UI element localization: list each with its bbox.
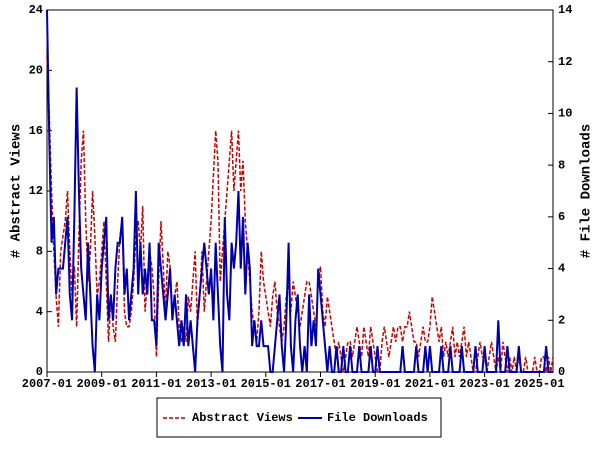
x-tick-label: 2013-01 — [186, 377, 236, 391]
x-tick-label: 2011-01 — [131, 377, 181, 391]
y-tick-label: 24 — [29, 3, 43, 17]
y2-tick-label: 4 — [558, 262, 565, 276]
series-line — [46, 9, 553, 373]
x-tick-label: 2023-01 — [459, 377, 509, 391]
legend-label: File Downloads — [327, 411, 428, 425]
x-tick-label: 2021-01 — [405, 377, 455, 391]
x-tick-label: 2017-01 — [295, 377, 345, 391]
y2-tick-label: 8 — [558, 158, 565, 172]
y-tick-label: 16 — [29, 124, 43, 138]
x-tick-label: 2025-01 — [514, 377, 564, 391]
x-tick-label: 2007-01 — [22, 377, 72, 391]
y2-tick-label: 12 — [558, 55, 572, 69]
legend-label: Abstract Views — [192, 411, 293, 425]
y-tick-label: 4 — [36, 305, 43, 319]
y2-tick-label: 10 — [558, 107, 572, 121]
y2-tick-label: 6 — [558, 210, 565, 224]
y-tick-label: 20 — [29, 64, 43, 78]
y-tick-label: 0 — [36, 365, 43, 379]
x-tick-label: 2019-01 — [350, 377, 400, 391]
y-tick-label: 12 — [29, 184, 43, 198]
x-tick-label: 2015-01 — [241, 377, 291, 391]
x-tick-label: 2009-01 — [76, 377, 126, 391]
y2-tick-label: 2 — [558, 313, 565, 327]
y2-tick-label: 14 — [558, 3, 572, 17]
y2-axis-title: # File Downloads — [579, 124, 595, 258]
y-axis-title: # Abstract Views — [9, 124, 25, 258]
y2-tick-label: 0 — [558, 365, 565, 379]
y-tick-label: 8 — [36, 245, 43, 259]
plot-frame — [46, 9, 554, 373]
